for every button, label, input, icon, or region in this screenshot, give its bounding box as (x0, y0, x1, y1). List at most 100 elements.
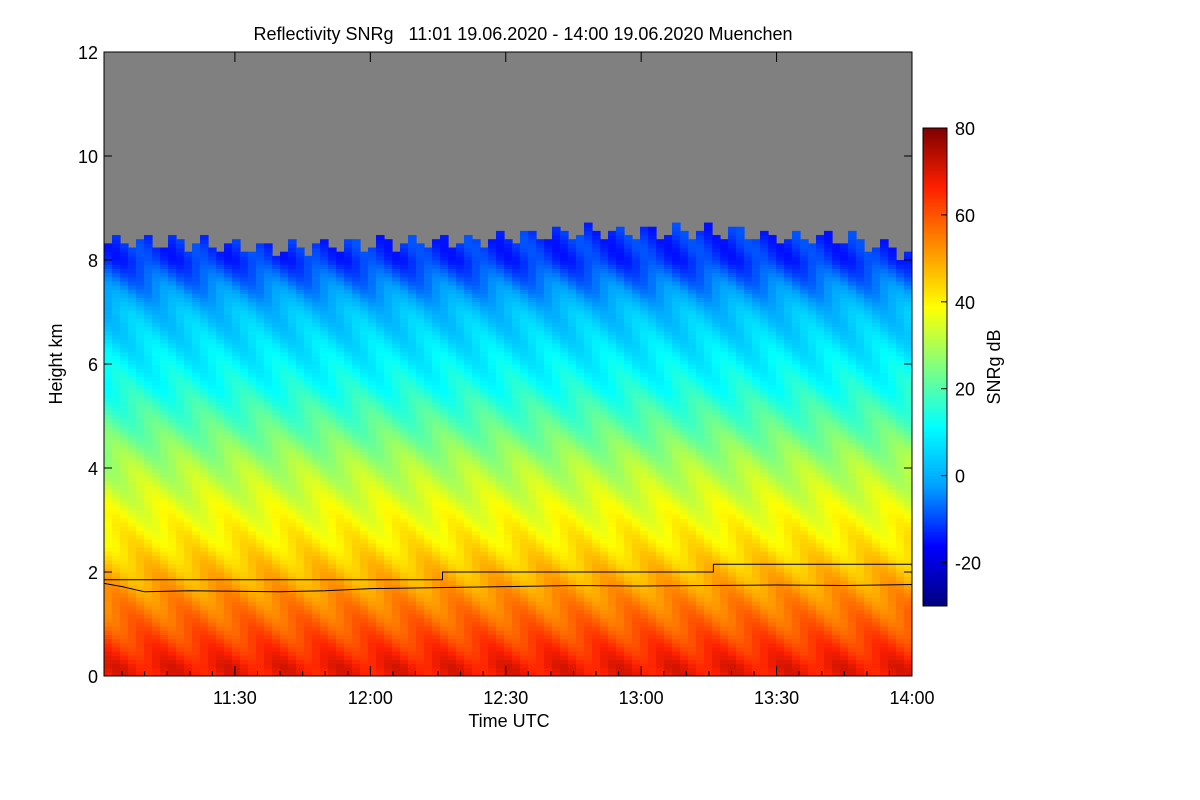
heatmap-cell (424, 651, 433, 656)
heatmap-cell (128, 384, 137, 390)
heatmap-cell (352, 305, 361, 311)
heatmap-cell (160, 476, 169, 482)
heatmap-cell (208, 459, 217, 465)
heatmap-cell (472, 434, 481, 440)
heatmap-cell (328, 580, 337, 586)
heatmap-cell (256, 318, 265, 323)
heatmap-cell (256, 459, 265, 465)
heatmap-cell (128, 567, 137, 573)
heatmap-cell (208, 264, 217, 269)
heatmap-cell (464, 355, 473, 361)
heatmap-cell (200, 530, 209, 536)
heatmap-cell (416, 339, 425, 344)
heatmap-cell (384, 621, 393, 627)
heatmap-cell (312, 364, 321, 369)
heatmap-cell (176, 413, 185, 419)
heatmap-cell (112, 547, 121, 552)
heatmap-cell (456, 260, 465, 265)
heatmap-cell (384, 364, 393, 369)
heatmap-cell (280, 264, 289, 269)
heatmap-cell (288, 251, 297, 257)
heatmap-cell (312, 601, 321, 606)
heatmap-cell (328, 438, 337, 444)
heatmap-cell (352, 542, 361, 548)
heatmap-cell (256, 638, 265, 644)
heatmap-cell (112, 501, 121, 507)
heatmap-cell (152, 509, 161, 515)
heatmap-cell (424, 667, 433, 673)
heatmap-cell (176, 509, 185, 515)
heatmap-cell (240, 667, 249, 673)
heatmap-cell (416, 388, 425, 394)
heatmap-cell (312, 551, 321, 556)
heatmap-cell (200, 468, 209, 473)
heatmap-cell (120, 339, 129, 344)
heatmap-cell (232, 468, 241, 473)
heatmap-cell (320, 530, 329, 536)
heatmap-cell (216, 671, 225, 676)
heatmap-cell (320, 405, 329, 411)
heatmap-cell (352, 559, 361, 565)
heatmap-cell (232, 430, 241, 436)
heatmap-cell (144, 530, 153, 536)
heatmap-cell (280, 605, 289, 611)
heatmap-cell (376, 388, 385, 394)
heatmap-cell (248, 505, 257, 511)
heatmap-cell (320, 297, 329, 303)
heatmap-cell (408, 268, 417, 274)
heatmap-cell (288, 605, 297, 611)
heatmap-cell (360, 305, 369, 311)
heatmap-cell (152, 601, 161, 606)
heatmap-cell (368, 426, 377, 432)
heatmap-cell (448, 260, 457, 265)
heatmap-cell (344, 351, 353, 357)
heatmap-cell (360, 380, 369, 386)
heatmap-cell (168, 393, 177, 398)
heatmap-cell (368, 530, 377, 536)
heatmap-cell (304, 255, 313, 261)
heatmap-cell (104, 576, 113, 581)
heatmap-cell (168, 484, 177, 490)
heatmap-cell (160, 301, 169, 307)
heatmap-cell (408, 347, 417, 353)
heatmap-cell (136, 451, 145, 457)
heatmap-cell (160, 418, 169, 423)
heatmap-cell (288, 655, 297, 660)
heatmap-cell (232, 447, 241, 452)
heatmap-cell (336, 255, 345, 261)
heatmap-cell (152, 551, 161, 556)
heatmap-cell (128, 513, 137, 519)
heatmap-cell (432, 388, 441, 394)
heatmap-cell (312, 372, 321, 378)
heatmap-cell (240, 359, 249, 365)
heatmap-cell (432, 634, 441, 640)
heatmap-cell (192, 655, 201, 660)
heatmap-cell (232, 384, 241, 390)
heatmap-cell (400, 592, 409, 598)
heatmap-cell (464, 463, 473, 469)
heatmap-cell (376, 601, 385, 606)
heatmap-cell (392, 451, 401, 457)
heatmap-cell (168, 368, 177, 373)
heatmap-cell (424, 547, 433, 552)
heatmap-cell (320, 468, 329, 473)
heatmap-cell (168, 451, 177, 457)
heatmap-cell (320, 330, 329, 336)
heatmap-cell (360, 401, 369, 407)
heatmap-cell (400, 334, 409, 340)
heatmap-cell (272, 530, 281, 536)
heatmap-cell (320, 609, 329, 615)
heatmap-cell (376, 576, 385, 581)
heatmap-cell (176, 364, 185, 369)
heatmap-cell (320, 563, 329, 569)
heatmap-cell (272, 268, 281, 274)
heatmap-cell (248, 426, 257, 432)
heatmap-cell (464, 592, 473, 598)
heatmap-cell (192, 534, 201, 540)
heatmap-cell (480, 268, 489, 274)
heatmap-cell (456, 505, 465, 511)
heatmap-cell (456, 663, 465, 669)
heatmap-cell (368, 438, 377, 444)
heatmap-cell (304, 305, 313, 311)
heatmap-cell (248, 264, 257, 269)
